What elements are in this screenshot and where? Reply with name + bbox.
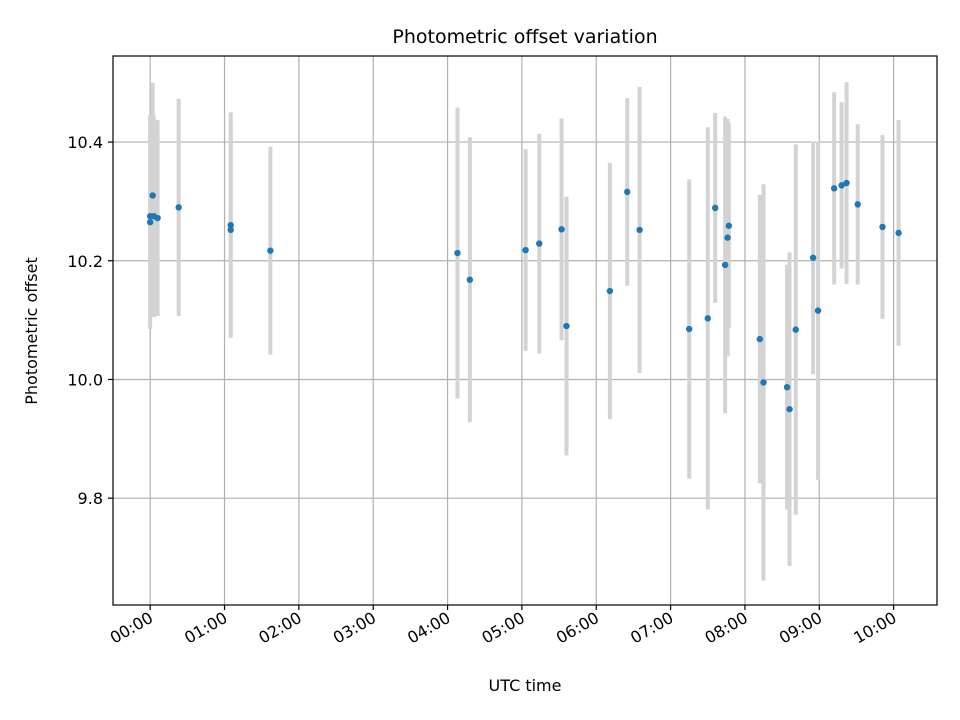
data-point — [685, 325, 693, 333]
data-point — [854, 201, 861, 208]
data-point — [786, 405, 793, 413]
data-point — [563, 322, 570, 330]
data-point — [712, 204, 719, 212]
data-point — [721, 261, 729, 269]
y-tick-label: 10.2 — [67, 252, 103, 271]
chart-title: Photometric offset variation — [392, 26, 657, 48]
data-point — [838, 182, 845, 189]
x-axis-label: UTC time — [489, 676, 562, 695]
data-point — [783, 383, 791, 391]
y-tick-label: 9.8 — [78, 489, 103, 508]
data-point — [725, 222, 733, 229]
data-point — [146, 218, 154, 226]
data-point — [227, 221, 234, 229]
data-point — [895, 229, 902, 237]
plot-frame — [112, 55, 938, 606]
data-point — [606, 287, 614, 295]
data-point — [536, 240, 543, 247]
data-point — [558, 226, 565, 233]
data-point — [454, 249, 461, 257]
data-point — [175, 204, 182, 211]
y-axis-ticks: 9.8 10.0 10.2 10.4 — [67, 133, 113, 508]
data-point — [704, 315, 711, 322]
data-points — [146, 179, 902, 413]
data-point — [809, 254, 817, 261]
data-point — [624, 188, 631, 196]
data-point — [466, 276, 474, 283]
data-point — [843, 179, 850, 187]
data-point — [792, 326, 799, 333]
data-point — [830, 185, 838, 192]
data-point — [636, 226, 643, 234]
data-point — [267, 247, 274, 254]
data-point — [149, 192, 156, 199]
data-point — [227, 226, 234, 234]
y-tick-label: 10.0 — [67, 370, 103, 389]
data-point — [879, 223, 886, 231]
data-point — [760, 379, 767, 386]
y-axis-label: Photometric offset — [22, 257, 41, 405]
y-tick-label: 10.4 — [67, 133, 103, 152]
data-point — [756, 335, 764, 343]
data-point — [814, 307, 822, 314]
data-point — [724, 234, 731, 241]
data-point — [522, 246, 529, 254]
data-point — [154, 214, 161, 222]
